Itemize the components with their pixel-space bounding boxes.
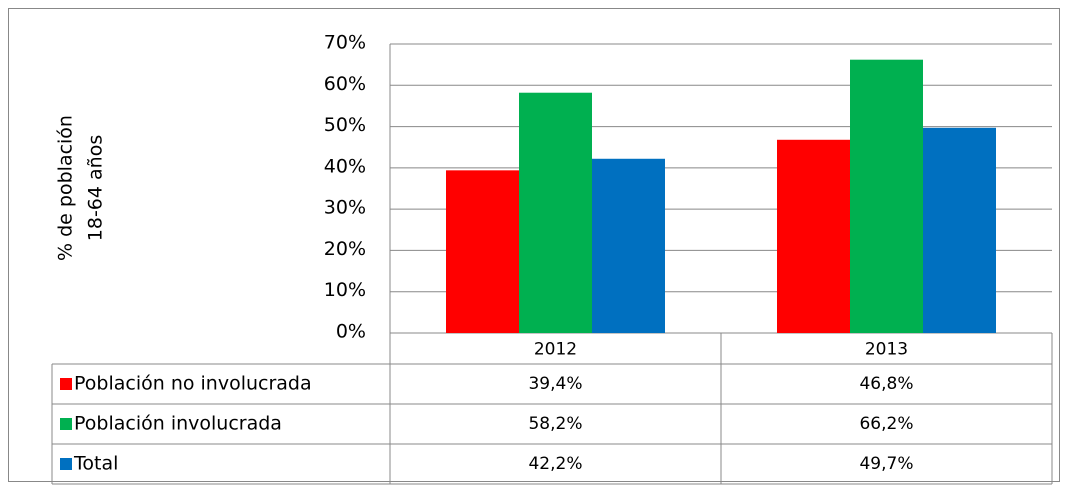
legend-label: Población no involucrada — [74, 373, 312, 395]
bar — [446, 170, 519, 333]
table-value: 46,8% — [859, 374, 913, 394]
table-value: 49,7% — [859, 454, 913, 474]
y-tick-label: 50% — [324, 114, 366, 136]
bar — [777, 139, 850, 333]
y-tick-label: 0% — [336, 321, 366, 343]
legend-swatch — [60, 458, 72, 470]
table-value: 66,2% — [859, 414, 913, 434]
legend-swatch — [60, 378, 72, 390]
y-axis-label-line: % de población — [55, 115, 77, 261]
legend-label: Total — [73, 453, 118, 475]
bar — [519, 92, 592, 334]
x-tick-label: 2013 — [865, 340, 908, 360]
y-axis-label-line: 18-64 años — [85, 135, 107, 241]
bar — [850, 59, 923, 334]
legend-label: Población involucrada — [74, 413, 282, 435]
bar — [923, 127, 996, 333]
x-tick-label: 2012 — [534, 340, 577, 360]
legend-swatch — [60, 418, 72, 430]
y-tick-label: 70% — [324, 32, 366, 54]
bar — [592, 158, 665, 333]
table-value: 42,2% — [528, 454, 582, 474]
y-tick-label: 30% — [324, 197, 366, 219]
y-axis-label: % de población 18-64 años — [55, 115, 107, 261]
table-value: 39,4% — [528, 374, 582, 394]
y-tick-label: 60% — [324, 73, 366, 95]
y-tick-label: 10% — [324, 279, 366, 301]
y-tick-label: 40% — [324, 155, 366, 177]
table-value: 58,2% — [528, 414, 582, 434]
y-tick-label: 20% — [324, 238, 366, 260]
